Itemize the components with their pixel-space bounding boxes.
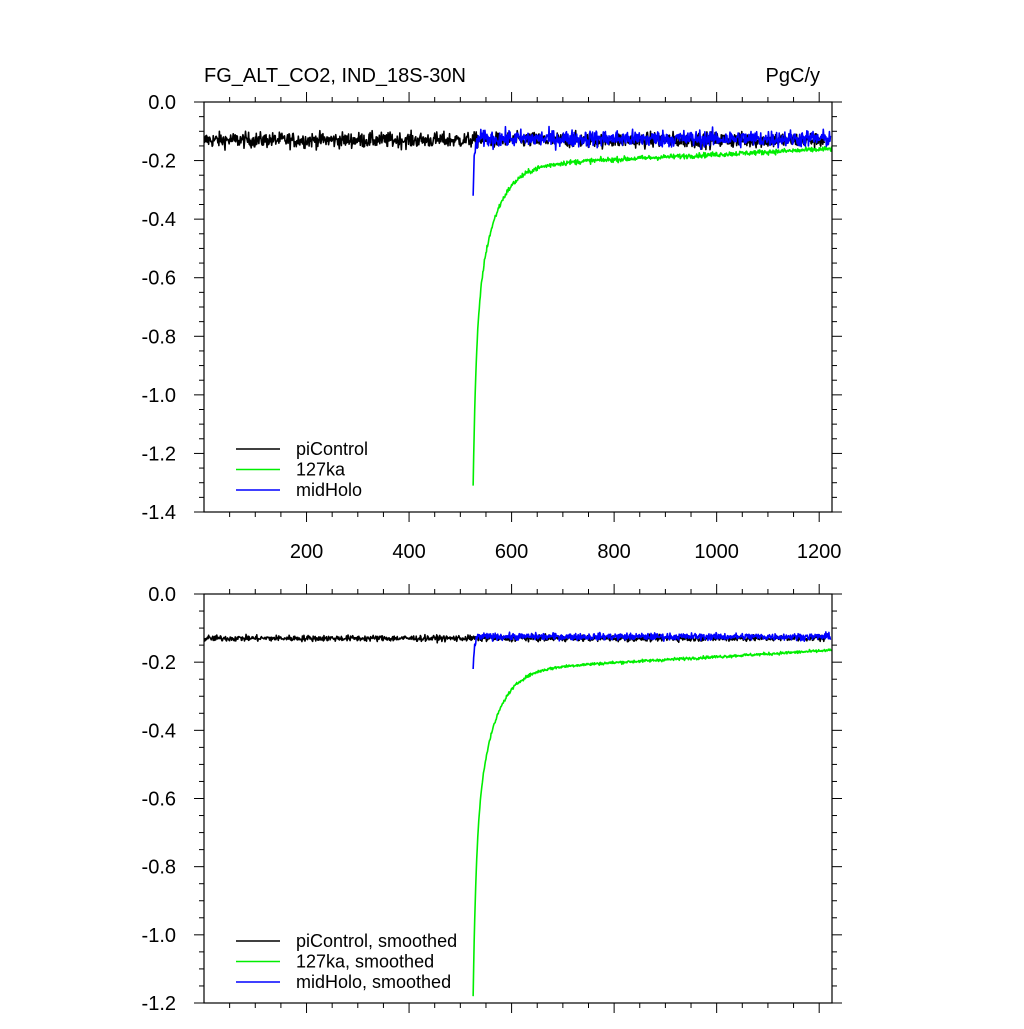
series-group xyxy=(204,631,832,997)
y-tick-label: 0.0 xyxy=(148,584,176,606)
y-tick-label: -1.4 xyxy=(142,502,176,524)
y-tick-label: -0.6 xyxy=(142,268,176,290)
legend-entry: midHolo, smoothed xyxy=(296,972,451,992)
x-tick-label: 200 xyxy=(290,541,323,563)
y-tick-label: -0.8 xyxy=(142,857,176,879)
units-label: PgC/y xyxy=(766,65,820,87)
y-tick-label: 0.0 xyxy=(148,92,176,114)
y-tick-label: -0.6 xyxy=(142,789,176,811)
x-tick-label: 800 xyxy=(597,541,630,563)
series-group xyxy=(204,125,832,486)
y-tick-label: -0.8 xyxy=(142,326,176,348)
legend-entry: piControl, smoothed xyxy=(296,931,457,951)
y-tick-label: -0.2 xyxy=(142,151,176,173)
legend-entry: 127ka xyxy=(296,460,346,480)
legend-entry: 127ka, smoothed xyxy=(296,952,434,972)
x-tick-label: 1000 xyxy=(694,541,739,563)
series-line-midholo xyxy=(472,125,832,196)
y-tick-label: -1.0 xyxy=(142,385,176,407)
y-tick-label: -1.2 xyxy=(142,443,176,465)
x-tick-label: 600 xyxy=(495,541,528,563)
series-line-127ka-smoothed xyxy=(472,648,832,997)
legend-entry: piControl xyxy=(296,439,368,459)
series-line-midholo-smoothed xyxy=(472,631,832,670)
y-tick-label: -0.4 xyxy=(142,209,176,231)
panel-2: 0.0 -0.2 -0.4 -0.6 -0.8 -1.0 -1.2 piControl, sm… xyxy=(142,584,842,1015)
series-line-127ka xyxy=(472,145,832,486)
x-tick-label: 400 xyxy=(392,541,425,563)
y-tick-label: -0.2 xyxy=(142,652,176,674)
chart-title: FG_ALT_CO2, IND_18S-30N xyxy=(204,65,466,87)
y-tick-label: -1.2 xyxy=(142,993,176,1015)
legend-entry: midHolo xyxy=(296,480,362,500)
y-tick-label: -1.0 xyxy=(142,925,176,947)
panel-1: 200 400 600 800 1000 1200 0.0 -0.2 -0.4 -0.6 -0.8 -… xyxy=(142,65,842,563)
x-tick-label: 1200 xyxy=(797,541,842,563)
y-tick-label: -0.4 xyxy=(142,720,176,742)
